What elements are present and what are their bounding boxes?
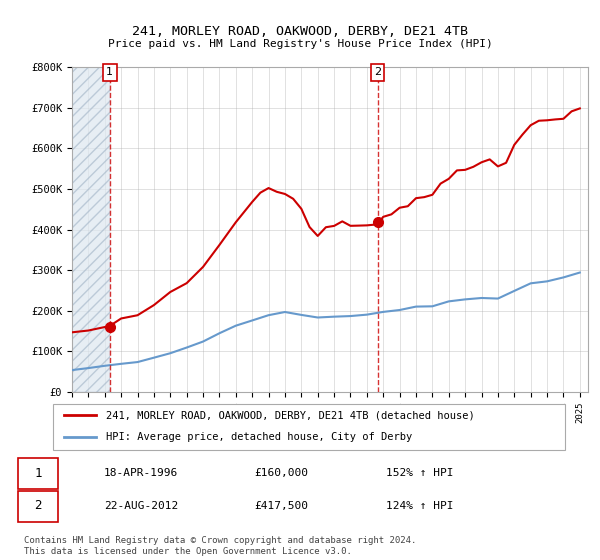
Text: 2: 2: [374, 67, 381, 77]
Text: 18-APR-1996: 18-APR-1996: [104, 468, 178, 478]
Text: 241, MORLEY ROAD, OAKWOOD, DERBY, DE21 4TB (detached house): 241, MORLEY ROAD, OAKWOOD, DERBY, DE21 4…: [106, 410, 475, 420]
FancyBboxPatch shape: [53, 404, 565, 450]
Text: £160,000: £160,000: [254, 468, 308, 478]
Text: Price paid vs. HM Land Registry's House Price Index (HPI): Price paid vs. HM Land Registry's House …: [107, 39, 493, 49]
Text: 1: 1: [106, 67, 113, 77]
FancyBboxPatch shape: [18, 459, 58, 489]
Text: 1: 1: [34, 466, 41, 479]
Text: 152% ↑ HPI: 152% ↑ HPI: [386, 468, 454, 478]
Text: £417,500: £417,500: [254, 501, 308, 511]
Text: 2: 2: [34, 499, 41, 512]
Text: 241, MORLEY ROAD, OAKWOOD, DERBY, DE21 4TB: 241, MORLEY ROAD, OAKWOOD, DERBY, DE21 4…: [132, 25, 468, 38]
Bar: [72, 67, 110, 392]
FancyBboxPatch shape: [18, 491, 58, 522]
Text: 124% ↑ HPI: 124% ↑ HPI: [386, 501, 454, 511]
Text: 22-AUG-2012: 22-AUG-2012: [104, 501, 178, 511]
Text: HPI: Average price, detached house, City of Derby: HPI: Average price, detached house, City…: [106, 432, 412, 442]
Text: Contains HM Land Registry data © Crown copyright and database right 2024.
This d: Contains HM Land Registry data © Crown c…: [24, 536, 416, 556]
